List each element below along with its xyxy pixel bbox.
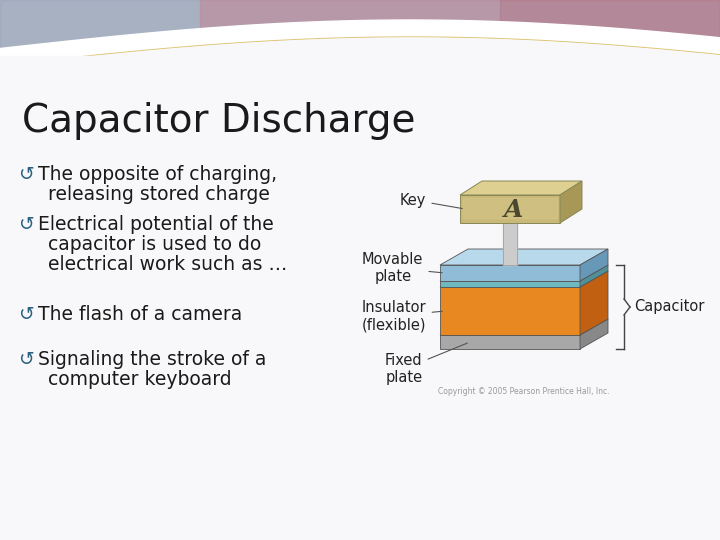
Text: releasing stored charge: releasing stored charge [48, 185, 270, 204]
Polygon shape [440, 335, 580, 349]
Text: The flash of a camera: The flash of a camera [38, 305, 242, 324]
Polygon shape [560, 181, 582, 223]
Text: Key: Key [400, 192, 462, 208]
Polygon shape [500, 0, 720, 72]
Polygon shape [460, 195, 560, 223]
Text: Insulator
(flexible): Insulator (flexible) [362, 300, 442, 332]
Text: electrical work such as …: electrical work such as … [48, 255, 287, 274]
Text: Electrical potential of the: Electrical potential of the [38, 215, 274, 234]
Text: ↺: ↺ [18, 165, 34, 184]
Text: A: A [504, 198, 523, 222]
Polygon shape [580, 249, 608, 281]
Text: Copyright © 2005 Pearson Prentice Hall, Inc.: Copyright © 2005 Pearson Prentice Hall, … [438, 387, 610, 396]
Text: The opposite of charging,: The opposite of charging, [38, 165, 277, 184]
Text: Signaling the stroke of a: Signaling the stroke of a [38, 350, 266, 369]
Polygon shape [440, 287, 580, 335]
Polygon shape [440, 319, 608, 335]
Polygon shape [0, 0, 720, 72]
Polygon shape [440, 265, 608, 281]
Text: Fixed
plate: Fixed plate [385, 343, 467, 385]
Text: Capacitor Discharge: Capacitor Discharge [22, 102, 415, 140]
Polygon shape [440, 265, 580, 281]
Polygon shape [440, 271, 608, 287]
Polygon shape [440, 281, 580, 287]
Text: Movable
plate: Movable plate [362, 252, 442, 284]
Polygon shape [463, 198, 557, 218]
Text: ↺: ↺ [18, 305, 34, 324]
Polygon shape [580, 271, 608, 335]
Text: computer keyboard: computer keyboard [48, 370, 232, 389]
Text: ↺: ↺ [18, 215, 34, 234]
Text: ↺: ↺ [18, 350, 34, 369]
Polygon shape [440, 249, 608, 265]
Polygon shape [200, 0, 720, 72]
Polygon shape [460, 181, 582, 195]
Polygon shape [580, 319, 608, 349]
Text: Capacitor: Capacitor [634, 300, 704, 314]
Text: capacitor is used to do: capacitor is used to do [48, 235, 261, 254]
Polygon shape [580, 265, 608, 287]
Polygon shape [0, 56, 720, 540]
Polygon shape [503, 223, 517, 265]
